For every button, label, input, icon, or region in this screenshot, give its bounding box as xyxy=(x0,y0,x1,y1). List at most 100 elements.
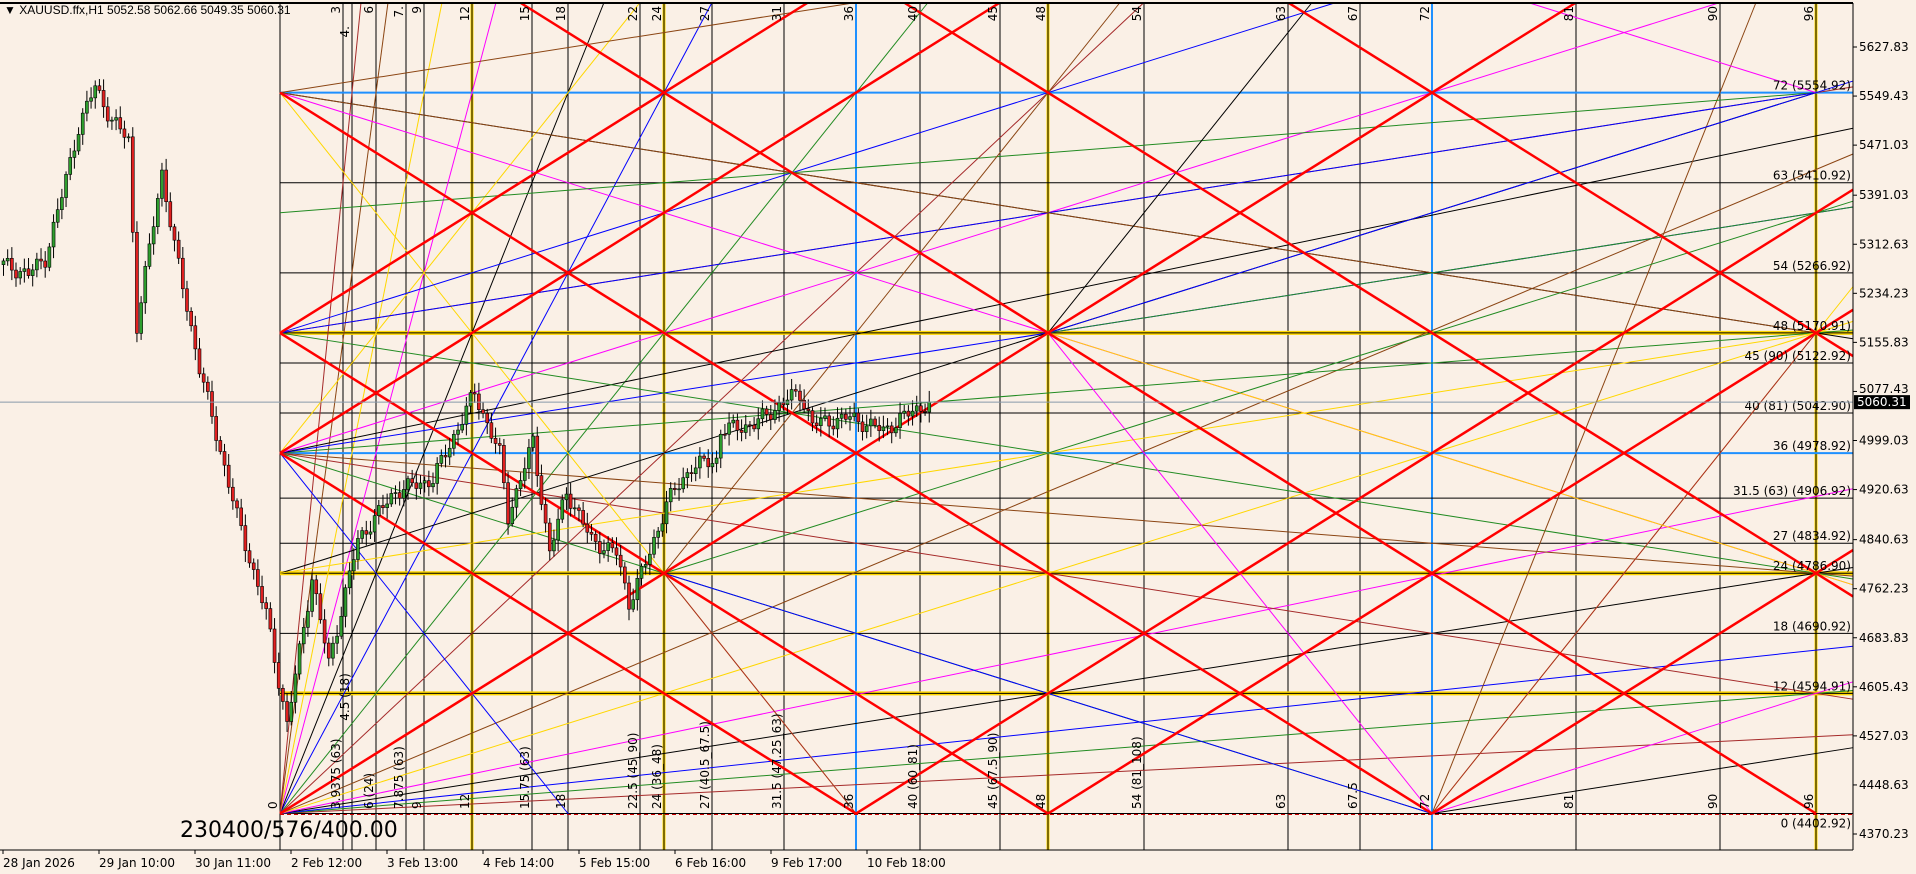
gann-red-line xyxy=(855,188,1854,815)
gann-level-label: 40 (81) (5042.90) xyxy=(1744,399,1851,413)
candle-bear xyxy=(427,480,431,488)
gann-top-label: 18 xyxy=(554,6,568,21)
candle-bull xyxy=(114,117,118,121)
gann-fan-line xyxy=(279,488,1854,815)
candle-bear xyxy=(860,421,865,432)
candle-bull xyxy=(685,472,690,479)
gann-fan-line xyxy=(1431,747,1854,815)
ohlc-values: 5052.58 5062.66 5049.35 5060.31 xyxy=(107,3,291,17)
gann-fan-line xyxy=(279,2,641,454)
gann-bottom-label: 4.5 (18) xyxy=(338,673,352,721)
candle-bear xyxy=(906,410,911,417)
candle-bear xyxy=(627,582,631,610)
gann-fan-line xyxy=(279,2,389,814)
gann-bottom-label: 40 (60_81) xyxy=(906,744,920,809)
gann-level-label: 72 (5554.92) xyxy=(1773,79,1851,93)
candle-bear xyxy=(314,579,319,595)
candle-bull xyxy=(572,507,577,510)
candle-bear xyxy=(577,507,581,511)
gann-bottom-label: 15.75 (63) xyxy=(518,746,532,809)
candle-bull xyxy=(839,413,844,419)
candle-bear xyxy=(264,602,269,609)
gann-fan-line xyxy=(663,2,1121,574)
candle-bear xyxy=(497,443,502,446)
candle-bear xyxy=(410,478,414,484)
time-tick-label: 4 Feb 14:00 xyxy=(483,856,554,870)
candle-bear xyxy=(97,85,102,91)
gann-red-line xyxy=(279,452,857,815)
triangle-down-icon[interactable]: ▼ xyxy=(4,3,16,17)
candle-bear xyxy=(197,348,202,375)
candle-bear xyxy=(689,472,694,475)
candle-bull xyxy=(331,642,335,659)
candle-bear xyxy=(810,410,815,424)
gann-fan-line xyxy=(279,153,1854,815)
gann-bottom-label: 67.5 xyxy=(1346,782,1360,809)
candle-bear xyxy=(489,422,494,439)
gann-level-label: 27 (4834.92) xyxy=(1773,529,1851,543)
candle-bull xyxy=(756,418,761,430)
price-tick-label: 5549.43 xyxy=(1859,89,1909,103)
gann-top-label: 7. xyxy=(392,6,406,17)
candle-bull xyxy=(289,701,294,722)
candle-bear xyxy=(256,569,260,587)
candle-bear xyxy=(768,414,773,420)
candle-bull xyxy=(881,426,886,432)
time-tick-label: 29 Jan 10:00 xyxy=(99,856,175,870)
price-tick-label: 5627.83 xyxy=(1859,40,1909,54)
candle-bull xyxy=(47,246,52,268)
candle-bull xyxy=(681,477,686,490)
candle-bull xyxy=(643,564,648,567)
gann-top-label: 48 xyxy=(1034,6,1048,21)
candle-bear xyxy=(581,510,585,525)
gann-fan-line xyxy=(279,2,362,814)
candle-bull xyxy=(777,402,781,411)
candle-bear xyxy=(105,106,110,122)
time-tick-label: 2 Feb 12:00 xyxy=(291,856,362,870)
candle-bull xyxy=(460,424,465,431)
candle-bear xyxy=(593,533,598,542)
gann-bottom-label: 90 xyxy=(1706,794,1720,809)
gann-red-line xyxy=(1431,549,1854,815)
gann-top-label: 6 xyxy=(362,6,376,14)
candle-bull xyxy=(80,112,85,135)
chart-header: ▼ XAUUSD.ffx,H1 5052.58 5062.66 5049.35 … xyxy=(4,3,291,17)
candle-bear xyxy=(222,451,227,466)
gann-fan-line xyxy=(279,566,1854,815)
candle-bear xyxy=(164,169,168,202)
candle-bull xyxy=(789,389,794,401)
gann-fan-line xyxy=(279,645,1854,815)
gann-top-label: 4. xyxy=(338,26,352,37)
candle-bear xyxy=(543,504,548,524)
gann-level-label: 31.5 (63) (4906.92) xyxy=(1733,484,1851,498)
candle-bull xyxy=(89,97,93,102)
symbol-label: XAUUSD.ffx,H1 xyxy=(19,3,104,17)
gann-red-line xyxy=(279,331,1049,815)
price-tick-label: 4999.03 xyxy=(1859,434,1909,448)
gann-bottom-label: 54 (81_108) xyxy=(1130,736,1144,809)
gann-labels: 0 3 3.9375 (63) 4. 4.5 (18) 6 6 (24) 7. 7.875 (6… xyxy=(266,6,1851,831)
gann-level-label: 54 (5266.92) xyxy=(1773,259,1851,273)
candle-bear xyxy=(923,411,927,413)
candle-bull xyxy=(635,578,640,601)
candle-bull xyxy=(406,478,410,490)
candle-bear xyxy=(443,455,448,458)
candle-bull xyxy=(510,506,515,525)
candle-bull xyxy=(389,493,394,505)
candle-bear xyxy=(364,530,369,535)
time-tick-label: 10 Feb 18:00 xyxy=(867,856,946,870)
gann-bottom-label: 36 xyxy=(842,794,856,809)
candle-bear xyxy=(122,128,127,138)
candle-bear xyxy=(547,522,552,552)
gann-fan-line xyxy=(279,690,1854,815)
candle-bull xyxy=(126,136,131,139)
gann-level-label: 0 (4402.92) xyxy=(1781,817,1851,831)
candle-bear xyxy=(210,391,214,417)
candle-bull xyxy=(402,489,406,499)
gann-top-label: 27 xyxy=(698,6,712,21)
candle-bear xyxy=(168,201,173,228)
candle-bear xyxy=(748,424,752,427)
gann-fan-line xyxy=(279,332,1854,580)
